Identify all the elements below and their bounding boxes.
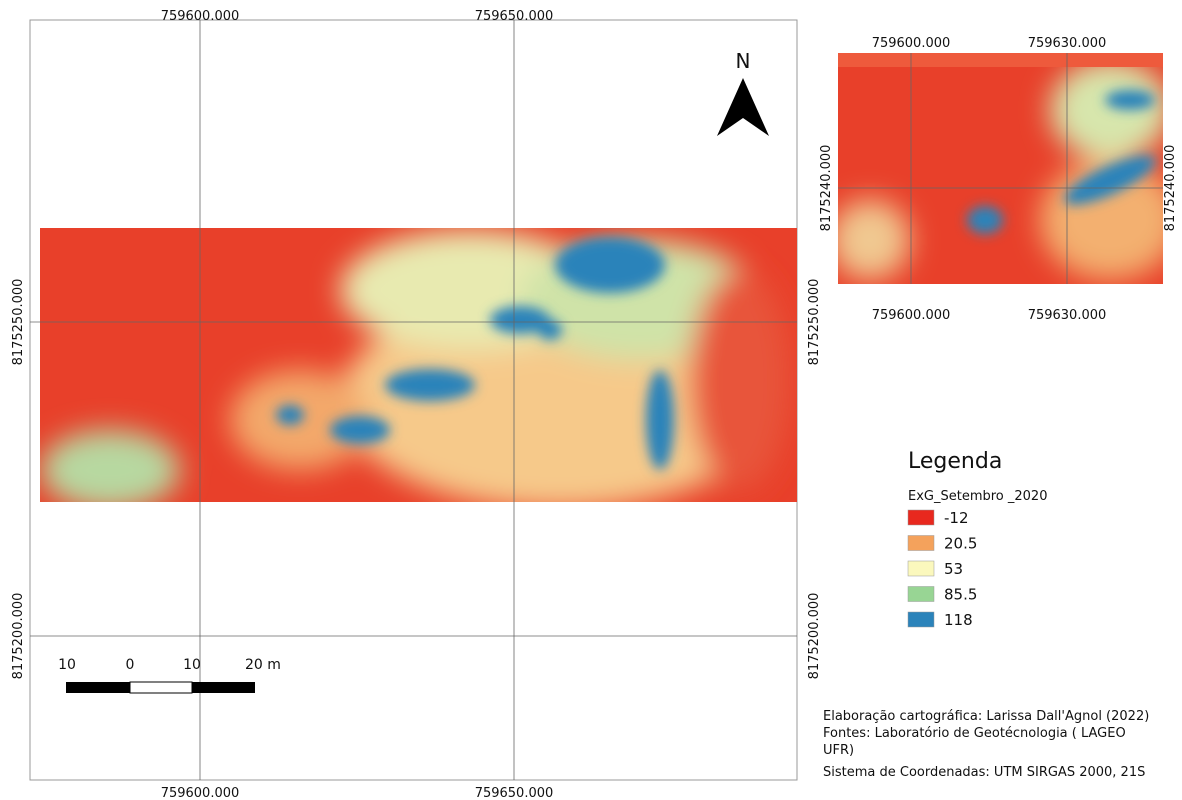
legend-title: Legenda	[908, 449, 1002, 474]
grid-label: 759600.000	[872, 36, 951, 51]
grid-label: 8175240.000	[1163, 145, 1178, 232]
legend-swatch	[908, 587, 934, 602]
scale-label: 10	[183, 657, 201, 673]
inset-raster	[830, 53, 1180, 284]
north-label: N	[736, 49, 751, 73]
credit-line: Fontes: Laboratório de Geotécnologia ( L…	[823, 726, 1126, 741]
grid-label: 759600.000	[161, 9, 240, 24]
credit-line: Elaboração cartográfica: Larissa Dall'Ag…	[823, 709, 1149, 724]
map-layout: 759600.000 759650.000 759600.000 759650.…	[0, 0, 1182, 800]
scale-bar: 10 0 10 20 m	[58, 657, 281, 693]
legend-swatch	[908, 510, 934, 525]
legend: -12 20.5 53 85.5 118	[908, 509, 977, 629]
legend-swatch	[908, 612, 934, 627]
legend-label: 20.5	[944, 535, 977, 553]
grid-label: 8175240.000	[819, 145, 834, 232]
grid-label: 759650.000	[475, 786, 554, 800]
credit-line: Sistema de Coordenadas: UTM SIRGAS 2000,…	[823, 765, 1145, 780]
grid-label: 8175250.000	[11, 279, 26, 366]
raster	[40, 228, 797, 510]
grid-label: 759630.000	[1028, 36, 1107, 51]
grid-label: 759600.000	[161, 786, 240, 800]
grid-label: 759630.000	[1028, 308, 1107, 323]
legend-layer: ExG_Setembro _2020	[908, 489, 1047, 504]
grid-label: 8175200.000	[807, 593, 822, 680]
credits: Elaboração cartográfica: Larissa Dall'Ag…	[823, 709, 1149, 780]
scale-label: 10	[58, 657, 76, 673]
north-arrow: N	[717, 49, 769, 136]
grid-label: 8175250.000	[807, 279, 822, 366]
legend-label: -12	[944, 509, 969, 527]
legend-label: 53	[944, 560, 963, 578]
legend-swatch	[908, 536, 934, 551]
scale-label: 20 m	[245, 657, 281, 673]
scale-label: 0	[126, 657, 135, 673]
grid-label: 759650.000	[475, 9, 554, 24]
legend-swatch	[908, 561, 934, 576]
credit-line: UFR)	[823, 743, 854, 758]
grid-label: 759600.000	[872, 308, 951, 323]
legend-label: 85.5	[944, 586, 977, 604]
legend-label: 118	[944, 611, 973, 629]
grid-label: 8175200.000	[11, 593, 26, 680]
